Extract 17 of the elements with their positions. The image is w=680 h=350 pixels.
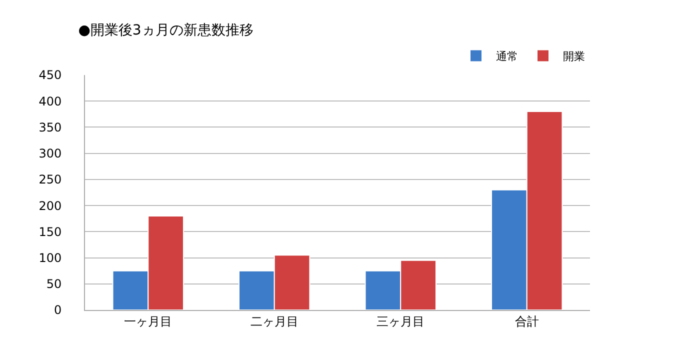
y-tick-label: 350 [38,120,62,134]
x-tick-label: 合計 [514,314,539,328]
y-tick-label: 200 [38,198,62,213]
y-tick-label: 250 [38,172,62,187]
x-tick-label: 三ヶ月目 [376,314,425,328]
y-tick-label: 50 [46,277,62,292]
chart-title: ●開業後3ヵ月の新患数推移 [78,22,254,38]
y-tick-label: 150 [38,224,62,239]
y-tick-label: 400 [38,94,62,108]
y-tick-label: 450 [38,68,62,82]
y-tick-label: 0 [54,303,62,318]
legend-label: 通常 [496,50,518,64]
x-tick-label: 一ヶ月目 [124,314,172,328]
x-tick-label: 二ヶ月目 [250,314,298,328]
legend-label: 開業 [563,50,585,64]
y-tick-label: 100 [38,250,62,265]
y-tick-label: 300 [38,146,62,161]
